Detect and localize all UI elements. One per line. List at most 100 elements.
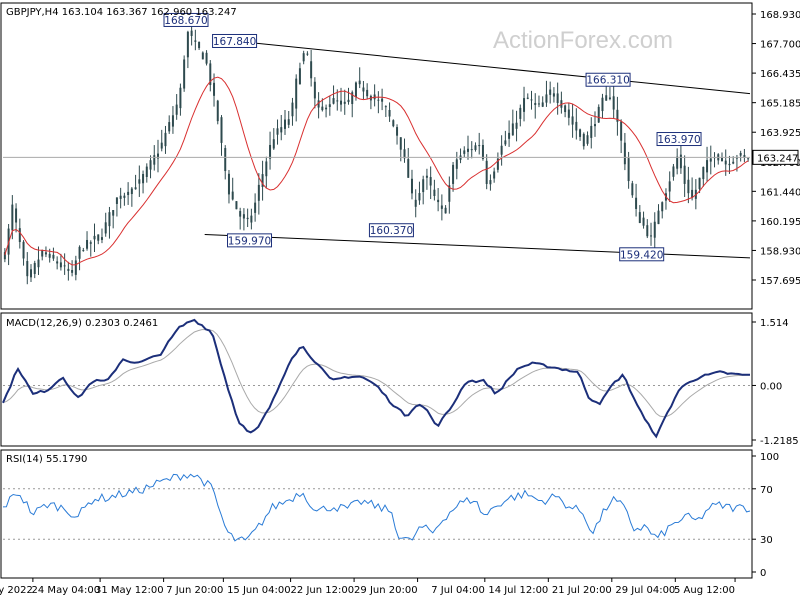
annotation-box [656,132,702,147]
candle-body [332,98,335,104]
candle-body [747,158,750,160]
candle-body [414,199,417,207]
candle-body [179,87,182,109]
candle-body [511,123,514,136]
macd-axis-label: 0.00 [760,381,782,392]
candle-body [504,140,507,145]
moving-average-line [4,76,749,266]
candle-body [63,265,66,267]
annotation-box [368,223,414,238]
candle-body [246,217,249,220]
candle-body [269,144,272,159]
candle-body [679,154,682,169]
annotation-label: 163.970 [657,134,700,146]
price-axis-label: 168.930 [760,10,800,21]
candle-body [205,52,208,64]
candle-body [261,174,264,188]
candle-body [149,160,152,170]
candle-body [467,148,470,152]
candle-body [89,242,92,244]
annotation-label: 159.970 [228,235,271,247]
candle-body [485,160,488,184]
candle-body [683,165,686,184]
candle-body [463,150,466,154]
candle-body [235,201,238,210]
candle-body [579,129,582,137]
price-axis-label: 160.195 [760,217,800,228]
x-axis-label: 31 May 12:00 [95,585,164,596]
candle-body [437,199,440,203]
current-price-tag [752,149,799,165]
candle-body [407,159,410,178]
price-axis-label: 166.435 [760,69,800,80]
x-axis-label: 7 Jul 04:00 [431,585,485,596]
candle-body [160,142,163,149]
candle-body [642,217,645,226]
candle-body [82,250,85,252]
candle-body [201,52,204,60]
annotation-label: 168.670 [164,15,207,27]
candle-body [291,102,294,117]
candle-body [115,197,118,204]
candle-body [597,106,600,123]
candle-body [620,121,623,141]
candle-body [351,92,354,105]
candle-body [22,241,25,259]
candle-body [358,80,361,85]
candle-body [328,104,331,107]
rsi-panel-header: RSI(14) 55.1790 [6,454,87,465]
candle-body [343,101,346,104]
candle-body [676,156,679,169]
price-axis-label: 158.930 [760,246,800,257]
candle-body [631,183,634,196]
candle-body [265,161,268,177]
macd-axis-label: -1.2185 [760,436,799,447]
candle-body [157,153,160,159]
candle-body [213,82,216,96]
candle-body [164,132,167,147]
candle-body [657,210,660,225]
candle-body [283,119,286,129]
candle-body [500,145,503,155]
candle-body [635,197,638,209]
current-price-label: 163.247 [757,153,798,164]
candle-body [104,222,107,234]
candle-body [672,166,675,177]
price-panel-frame [0,2,753,310]
candle-body [3,252,6,260]
candle-body [100,237,103,240]
candle-body [523,98,526,112]
annotation-label: 160.370 [370,225,413,237]
candle-body [123,195,126,198]
candle-body [242,214,245,219]
rsi-axis-label: 100 [760,452,779,463]
candle-body [433,189,436,196]
candle-body [302,53,305,62]
candle-body [30,269,33,278]
rsi-panel-frame [0,449,753,579]
candle-body [194,40,197,42]
candle-body [668,181,671,192]
candle-body [728,163,731,166]
macd-panel-header: MACD(12,26,9) 0.2303 0.2461 [6,318,158,329]
annotation-box [212,33,258,48]
candle-body [448,185,451,202]
candle-body [556,93,559,103]
candle-body [489,180,492,185]
candle-body [493,171,496,179]
candle-body [272,139,275,149]
candle-body [119,195,122,199]
price-axis-label: 163.925 [760,128,800,139]
rsi-axis-label: 30 [760,535,773,546]
macd-signal-line [2,328,750,418]
candle-body [37,259,40,268]
price-axis-label: 161.440 [760,187,800,198]
candle-body [481,144,484,159]
candle-body [153,155,156,165]
candle-body [168,122,171,132]
candle-body [526,97,529,99]
x-axis-label: 16 May 2022 [0,585,33,596]
x-axis-label: 29 Jun 20:00 [354,585,418,596]
candle-body [452,164,455,184]
